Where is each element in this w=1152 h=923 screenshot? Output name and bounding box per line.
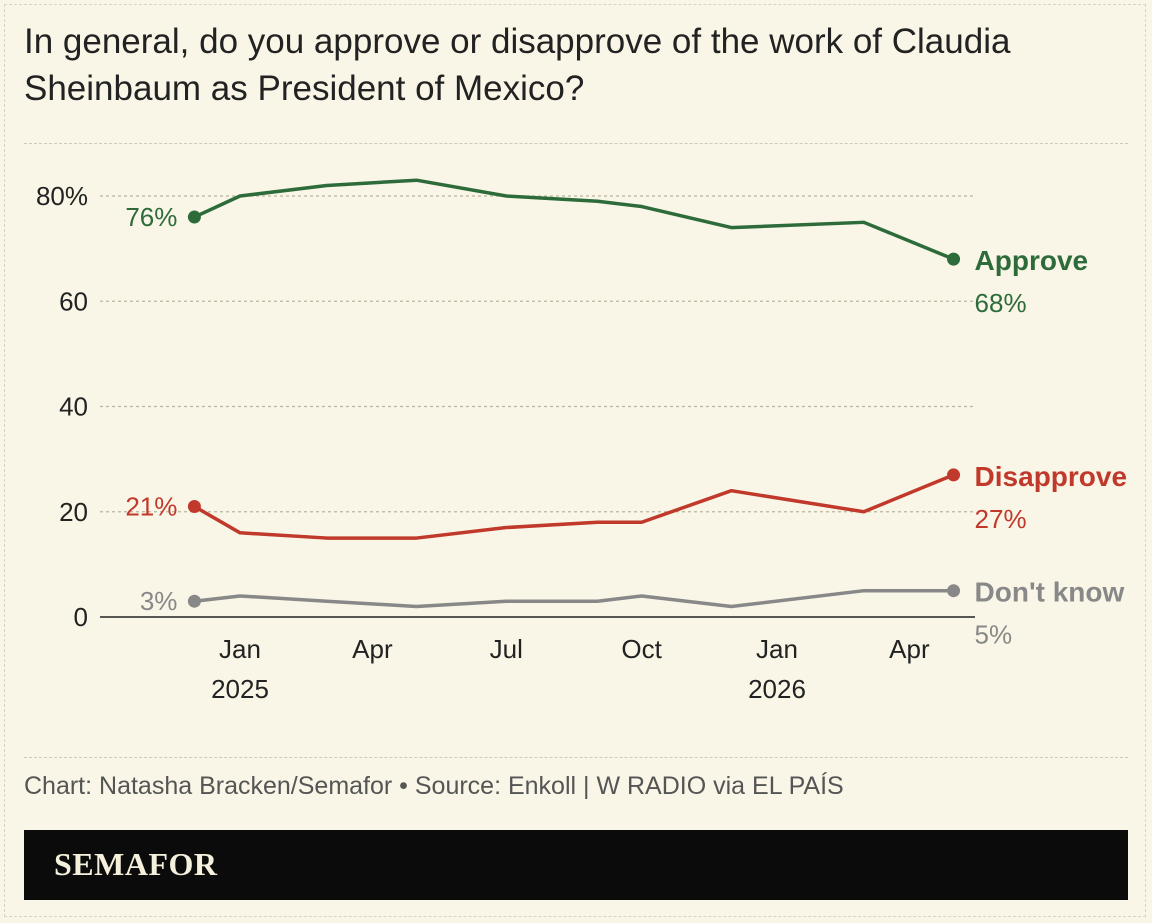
- series-line-approve: [192, 178, 956, 261]
- x-axis-ticks: Jan 2025 Apr Jul Oct Jan 2026 Apr: [211, 634, 930, 704]
- start-value-label-don-t-know: 3%: [140, 586, 178, 616]
- line-chart: 0 20 40 60 80% Jan 2025 Apr Jul Oct Jan 2026 Apr 76…: [36, 178, 1127, 704]
- x-tick-label: Jul: [490, 634, 523, 664]
- start-value-label-disapprove: 21%: [125, 491, 177, 521]
- y-tick-label: 20: [59, 497, 88, 527]
- start-point-don-t-know: [187, 594, 201, 608]
- end-value-label-don-t-know: 5%: [975, 620, 1013, 650]
- x-tick-label: Jan: [219, 634, 261, 664]
- top-divider: [24, 143, 1128, 144]
- series-line-disapprove: [192, 473, 956, 540]
- x-tick-year-label: 2025: [211, 674, 269, 704]
- brand-logo-text: SEMAFOR: [54, 846, 218, 882]
- end-point-disapprove: [947, 468, 961, 482]
- y-tick-label: 0: [74, 602, 88, 632]
- x-tick-label: Apr: [889, 634, 930, 664]
- end-value-label-disapprove: 27%: [975, 504, 1027, 534]
- end-point-don-t-know: [947, 584, 961, 598]
- x-tick-label: Oct: [621, 634, 662, 664]
- bottom-divider: [24, 757, 1128, 758]
- chart-frame: [4, 4, 1146, 917]
- series-name-disapprove: Disapprove: [975, 461, 1128, 492]
- series-lines: [187, 178, 961, 609]
- series-labels: 76% Approve 68% 21% Disapprove 27% 3% Don't kno…: [125, 202, 1127, 650]
- x-tick-label: Jan: [756, 634, 798, 664]
- start-point-disapprove: [187, 499, 201, 513]
- series-name-approve: Approve: [975, 245, 1089, 276]
- series-name-don-t-know: Don't know: [975, 577, 1125, 608]
- series-line-don-t-know: [192, 588, 956, 609]
- end-value-label-approve: 68%: [975, 288, 1027, 318]
- source-credit: Chart: Natasha Bracken/Semafor • Source:…: [24, 772, 844, 800]
- chart-title: In general, do you approve or disapprove…: [24, 22, 1011, 108]
- start-point-approve: [187, 210, 201, 224]
- brand-bar: SEMAFOR: [24, 830, 1128, 900]
- grid-lines: [100, 195, 975, 618]
- y-tick-label: 80%: [36, 181, 88, 211]
- start-value-label-approve: 76%: [125, 202, 177, 232]
- y-tick-label: 40: [59, 392, 88, 422]
- x-tick-label: Apr: [352, 634, 393, 664]
- end-point-approve: [947, 252, 961, 266]
- y-axis-ticks: 0 20 40 60 80%: [36, 181, 88, 632]
- x-tick-year-label: 2026: [748, 674, 806, 704]
- y-tick-label: 60: [59, 286, 88, 316]
